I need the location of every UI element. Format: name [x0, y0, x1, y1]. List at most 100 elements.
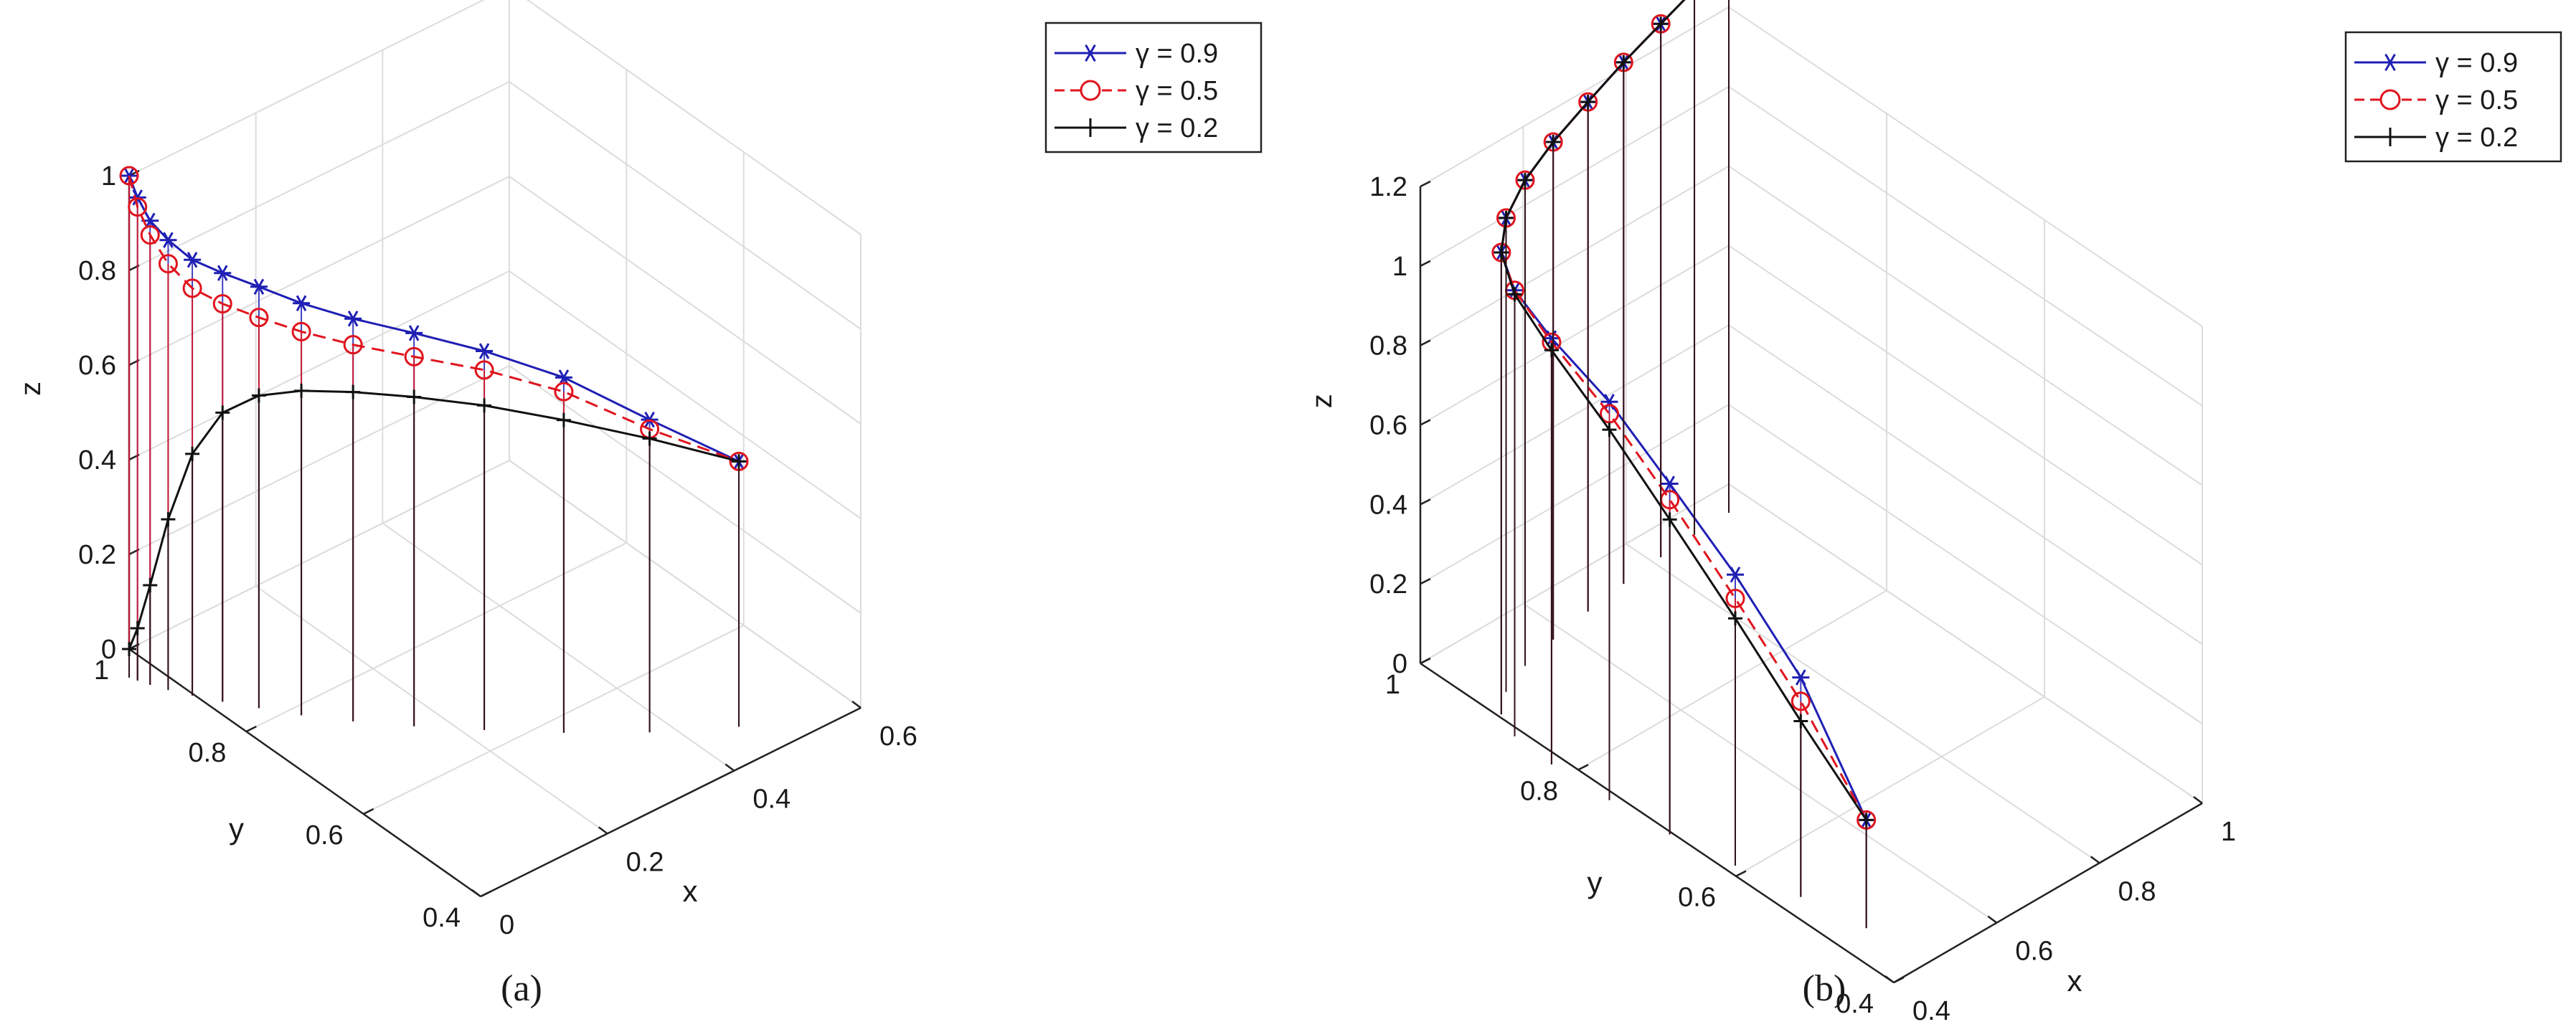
grid-line: [1728, 483, 2203, 804]
series-marker: [408, 325, 420, 341]
x-tick-label: 0.4: [1912, 996, 1950, 1026]
series-marker: [347, 311, 359, 327]
grid-line: [1728, 324, 2203, 645]
series-line: [128, 175, 740, 463]
series-marker: [217, 265, 228, 281]
z-tick-label: 0.4: [1369, 490, 1407, 520]
series-marker: [128, 197, 148, 217]
grid-line: [128, 460, 510, 650]
series-marker: [119, 166, 139, 186]
series-marker: [249, 308, 269, 328]
series-marker: [1600, 404, 1619, 424]
y-tick-label: 1: [94, 655, 109, 686]
grid-line: [1728, 404, 2203, 724]
series-line: [1500, 0, 1867, 821]
x-tick-label: 0.4: [752, 785, 791, 815]
z-tick: [1420, 260, 1431, 267]
grid-line: [509, 460, 862, 709]
z-tick-label: 1.2: [1369, 172, 1407, 202]
z-tick-label: 0.4: [78, 445, 116, 475]
x-axis-label: x: [683, 874, 698, 908]
x-tick: [1987, 915, 1998, 924]
x-tick: [471, 889, 481, 897]
series-marker: [1604, 394, 1615, 410]
series-marker: [1664, 475, 1675, 492]
series-marker: [140, 225, 160, 245]
grid-line: [509, 270, 862, 519]
y-tick: [363, 808, 374, 815]
grid-line: [1626, 543, 2100, 864]
z-tick-label: 1: [101, 161, 116, 191]
series-line: [128, 175, 740, 463]
legend-label: γ = 0.5: [2435, 85, 2518, 115]
series-line: [128, 389, 740, 650]
z-tick-label: 0.8: [1369, 331, 1407, 361]
legend-marker: [2379, 89, 2401, 110]
grid-line: [363, 625, 745, 815]
chart-panel-b: 0 0.2 0.4 0.6 0.8 1 1.2 0.4 0.6 0.8 1 0.4 0.6 0.8 1 z y x…: [1306, 0, 2562, 1026]
series-marker: [187, 252, 198, 268]
y-tick: [245, 725, 257, 733]
grid-line: [1728, 165, 2203, 486]
series-marker: [404, 346, 424, 366]
grid-line: [1420, 6, 1730, 187]
legend-label: γ = 0.9: [1136, 39, 1218, 69]
grid-line: [1728, 6, 2203, 327]
grid-line: [128, 81, 510, 271]
series-marker: [163, 232, 174, 248]
legend-marker: [1085, 44, 1096, 62]
y-tick-label: 0.8: [1520, 776, 1558, 806]
x-tick: [1884, 975, 1895, 983]
z-tick: [1420, 498, 1431, 506]
z-tick-label: 0: [101, 635, 116, 665]
y-axis: [128, 648, 481, 898]
y-tick-label: 0.6: [306, 820, 344, 851]
series-marker: [1730, 567, 1741, 583]
grid-line: [245, 542, 627, 732]
y-tick: [1893, 976, 1905, 984]
z-tick-label: 0: [1392, 649, 1407, 679]
legend-label: γ = 0.5: [1136, 76, 1218, 106]
z-tick: [1420, 578, 1431, 585]
grid-line: [1577, 590, 1887, 771]
series-marker: [1796, 669, 1806, 686]
caption-a: (a): [501, 968, 542, 1009]
x-tick-label: 0.6: [879, 721, 917, 752]
series-marker: [1725, 589, 1745, 608]
x-tick: [2090, 856, 2100, 864]
grid-line: [382, 522, 735, 772]
x-tick: [725, 763, 735, 772]
y-axis-label: y: [1587, 866, 1603, 899]
x-tick-label: 1: [2221, 817, 2236, 847]
legend-marker: [1080, 80, 1101, 101]
y-tick: [1420, 657, 1431, 665]
legend-marker: [2384, 53, 2396, 72]
z-tick-label: 0.2: [1369, 569, 1407, 600]
grid-line: [509, 81, 862, 330]
series-marker: [296, 295, 307, 311]
y-tick: [480, 890, 491, 898]
y-tick: [1577, 764, 1589, 771]
grid-line: [1728, 245, 2203, 566]
grid-line: [1420, 483, 1730, 664]
series-marker: [212, 294, 232, 314]
series-marker: [1791, 691, 1811, 711]
z-tick-label: 0.6: [78, 351, 116, 381]
series-marker: [554, 382, 574, 402]
grid-line: [1420, 404, 1730, 585]
grid-line: [1735, 696, 2045, 877]
y-tick-label: 0.4: [1836, 989, 1874, 1019]
grid-line: [1420, 85, 1730, 267]
z-tick: [1420, 339, 1431, 346]
caption-b: (b): [1803, 968, 1846, 1009]
legend-label: γ = 0.2: [2435, 123, 2518, 153]
x-axis: [480, 706, 862, 898]
series-line: [1500, 0, 1868, 820]
series-marker: [474, 360, 494, 380]
grid-line: [255, 585, 608, 835]
grid-line: [128, 0, 485, 176]
grid-line: [1420, 245, 1730, 426]
z-tick-label: 0.2: [78, 540, 116, 570]
